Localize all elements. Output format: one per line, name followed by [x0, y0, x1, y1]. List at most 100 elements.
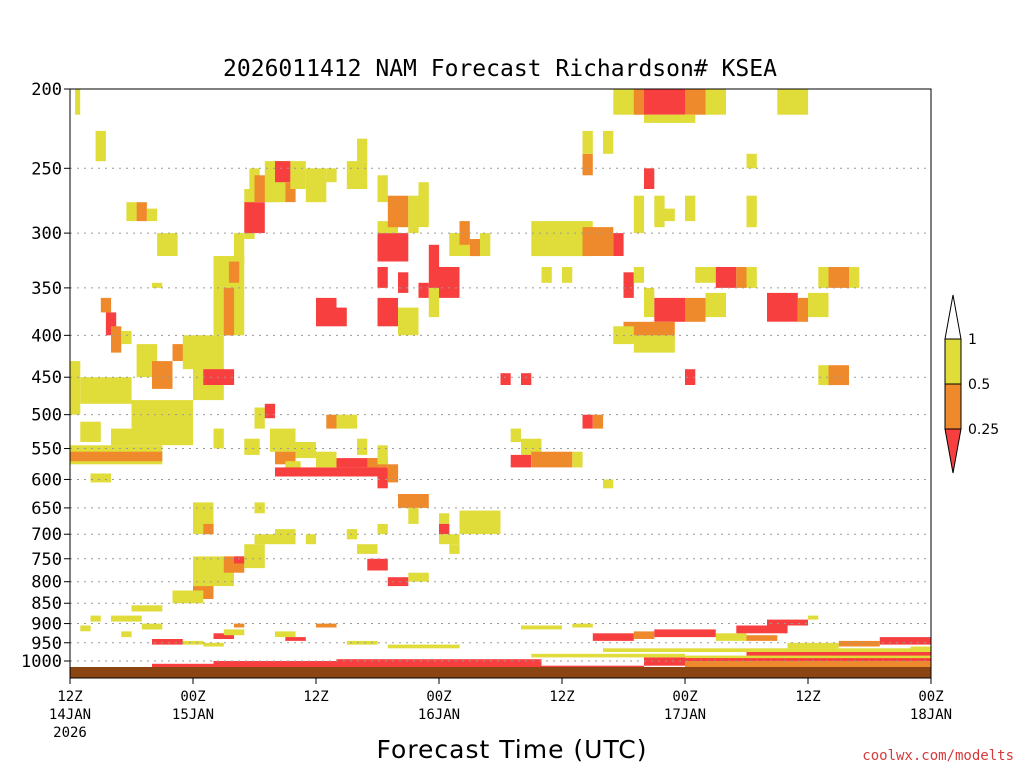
y-tick-label-550: 550 — [31, 440, 62, 460]
heatmap-cell-124 — [808, 292, 829, 318]
heatmap-cell-5 — [70, 451, 163, 462]
heatmap-cell-14 — [100, 297, 112, 313]
heatmap-cell-130 — [582, 153, 593, 176]
heatmap-cell-46 — [295, 442, 316, 459]
heatmap-cell-7 — [111, 428, 132, 446]
y-tick-label-600: 600 — [31, 470, 62, 490]
heatmap-cell-173 — [346, 640, 378, 645]
heatmap-cell-181 — [685, 661, 931, 671]
credit-link[interactable]: coolwx.com/modelts — [862, 748, 1014, 764]
heatmap-cell-183 — [592, 633, 634, 641]
heatmap-cell-184 — [633, 631, 655, 639]
heatmap-cell-108 — [623, 272, 634, 298]
heatmap-cell-101 — [592, 414, 604, 429]
heatmap-cell-132 — [603, 130, 614, 154]
heatmap-cell-58 — [305, 168, 327, 203]
heatmap-cell-89 — [408, 572, 429, 582]
heatmap-cell-129 — [828, 365, 849, 386]
heatmap-cell-3 — [80, 377, 132, 404]
heatmap-cell-120 — [736, 267, 747, 288]
heatmap-cell-49 — [336, 414, 357, 429]
heatmap-cell-22 — [131, 400, 193, 446]
heatmap-cell-104 — [582, 227, 614, 256]
heatmap-cell-17 — [121, 330, 132, 345]
heatmap-cell-47 — [316, 451, 337, 468]
heatmap-cell-153 — [244, 544, 265, 569]
legend-bin-above-1 — [944, 294, 962, 340]
heatmap-cell-198 — [521, 625, 562, 630]
heatmap-cell-44 — [275, 467, 388, 477]
heatmap-cell-161 — [80, 625, 91, 632]
heatmap-cell-67 — [377, 267, 388, 288]
heatmap-cell-188 — [767, 619, 808, 626]
heatmap-cell-28 — [234, 233, 245, 262]
heatmap-cell-87 — [367, 558, 388, 571]
heatmap-cell-82 — [439, 523, 450, 535]
y-tick-label-250: 250 — [31, 159, 62, 179]
heatmap-cell-15 — [105, 312, 117, 336]
x-tick-label-2-1: 12Z — [303, 689, 328, 705]
colorbar-legend: 1 0.5 0.25 — [944, 294, 999, 474]
heatmap-cell-133 — [644, 168, 655, 189]
heatmap-cell-92 — [305, 534, 317, 545]
heatmap-cell-81 — [439, 513, 450, 524]
heatmap-cell-31 — [244, 202, 265, 234]
heatmap-cell-125 — [818, 267, 829, 288]
heatmap-cell-19 — [152, 361, 173, 389]
heatmap-cell-34 — [275, 161, 291, 183]
heatmap-cell-116 — [633, 335, 675, 353]
heatmap-cell-166 — [213, 633, 234, 639]
heatmap-cell-168 — [223, 629, 245, 636]
heatmap-cell-118 — [695, 267, 716, 283]
heatmap-cell-26 — [223, 287, 235, 336]
heatmap-cell-112 — [685, 297, 706, 322]
heatmap-cell-71 — [418, 282, 429, 298]
x-tick-label-6-1: 12Z — [795, 689, 820, 705]
heatmap-cell-77 — [469, 239, 481, 257]
x-tick-label-0-2: 14JAN — [49, 707, 91, 723]
heatmap-cell-123 — [797, 297, 809, 322]
heatmap-cell-159 — [90, 615, 101, 622]
heatmap-cell-107 — [562, 267, 573, 283]
y-tick-label-200: 200 — [31, 80, 62, 100]
x-tick-label-5-1: 00Z — [672, 689, 697, 705]
heatmap-cell-113 — [705, 292, 726, 318]
heatmap-cell-131 — [582, 130, 593, 154]
y-tick-label-350: 350 — [31, 279, 62, 299]
heatmap-cell-37 — [213, 428, 224, 449]
heatmap-cell-62 — [377, 233, 409, 262]
heatmap-cell-109 — [633, 267, 645, 283]
heatmap-cell-193 — [879, 637, 932, 645]
heatmap-cell-143 — [685, 89, 706, 115]
heatmap-cell-2 — [70, 361, 81, 415]
heatmap-cell-174 — [387, 644, 460, 649]
y-tick-label-650: 650 — [31, 499, 62, 519]
legend-bin-0.25-0.5 — [944, 383, 962, 430]
x-axis-label: Forecast Time (UTC) — [377, 735, 648, 764]
heatmap-cell-53 — [377, 470, 388, 489]
y-tick-label-450: 450 — [31, 368, 62, 388]
heatmap-cell-122 — [767, 292, 798, 322]
heatmap-cell-80 — [408, 507, 419, 524]
heatmap-cell-191 — [787, 642, 839, 649]
heatmap-cell-88 — [387, 577, 409, 587]
heatmap-cell-50 — [357, 438, 368, 455]
heatmap-cell-65 — [408, 195, 419, 234]
heatmap-cell-176 — [213, 661, 337, 673]
heatmap-cell-69 — [377, 297, 398, 327]
heatmap-cell-40 — [264, 403, 276, 419]
heatmap-cell-10 — [136, 202, 147, 222]
heatmap-cell-137 — [685, 195, 696, 222]
heatmap-cell-54 — [387, 464, 399, 483]
heatmap-cell-106 — [541, 267, 552, 283]
heatmap-cell-16 — [111, 326, 122, 353]
heatmap-cell-164 — [152, 639, 183, 645]
heatmap-cells — [70, 89, 932, 678]
legend-label-1: 1 — [968, 332, 977, 348]
heatmap-cell-74 — [439, 267, 460, 298]
heatmap-cell-90 — [377, 523, 388, 535]
heatmap-cell-117 — [685, 369, 696, 385]
heatmap-cell-83 — [439, 534, 460, 545]
heatmap-cell-186 — [715, 633, 747, 641]
